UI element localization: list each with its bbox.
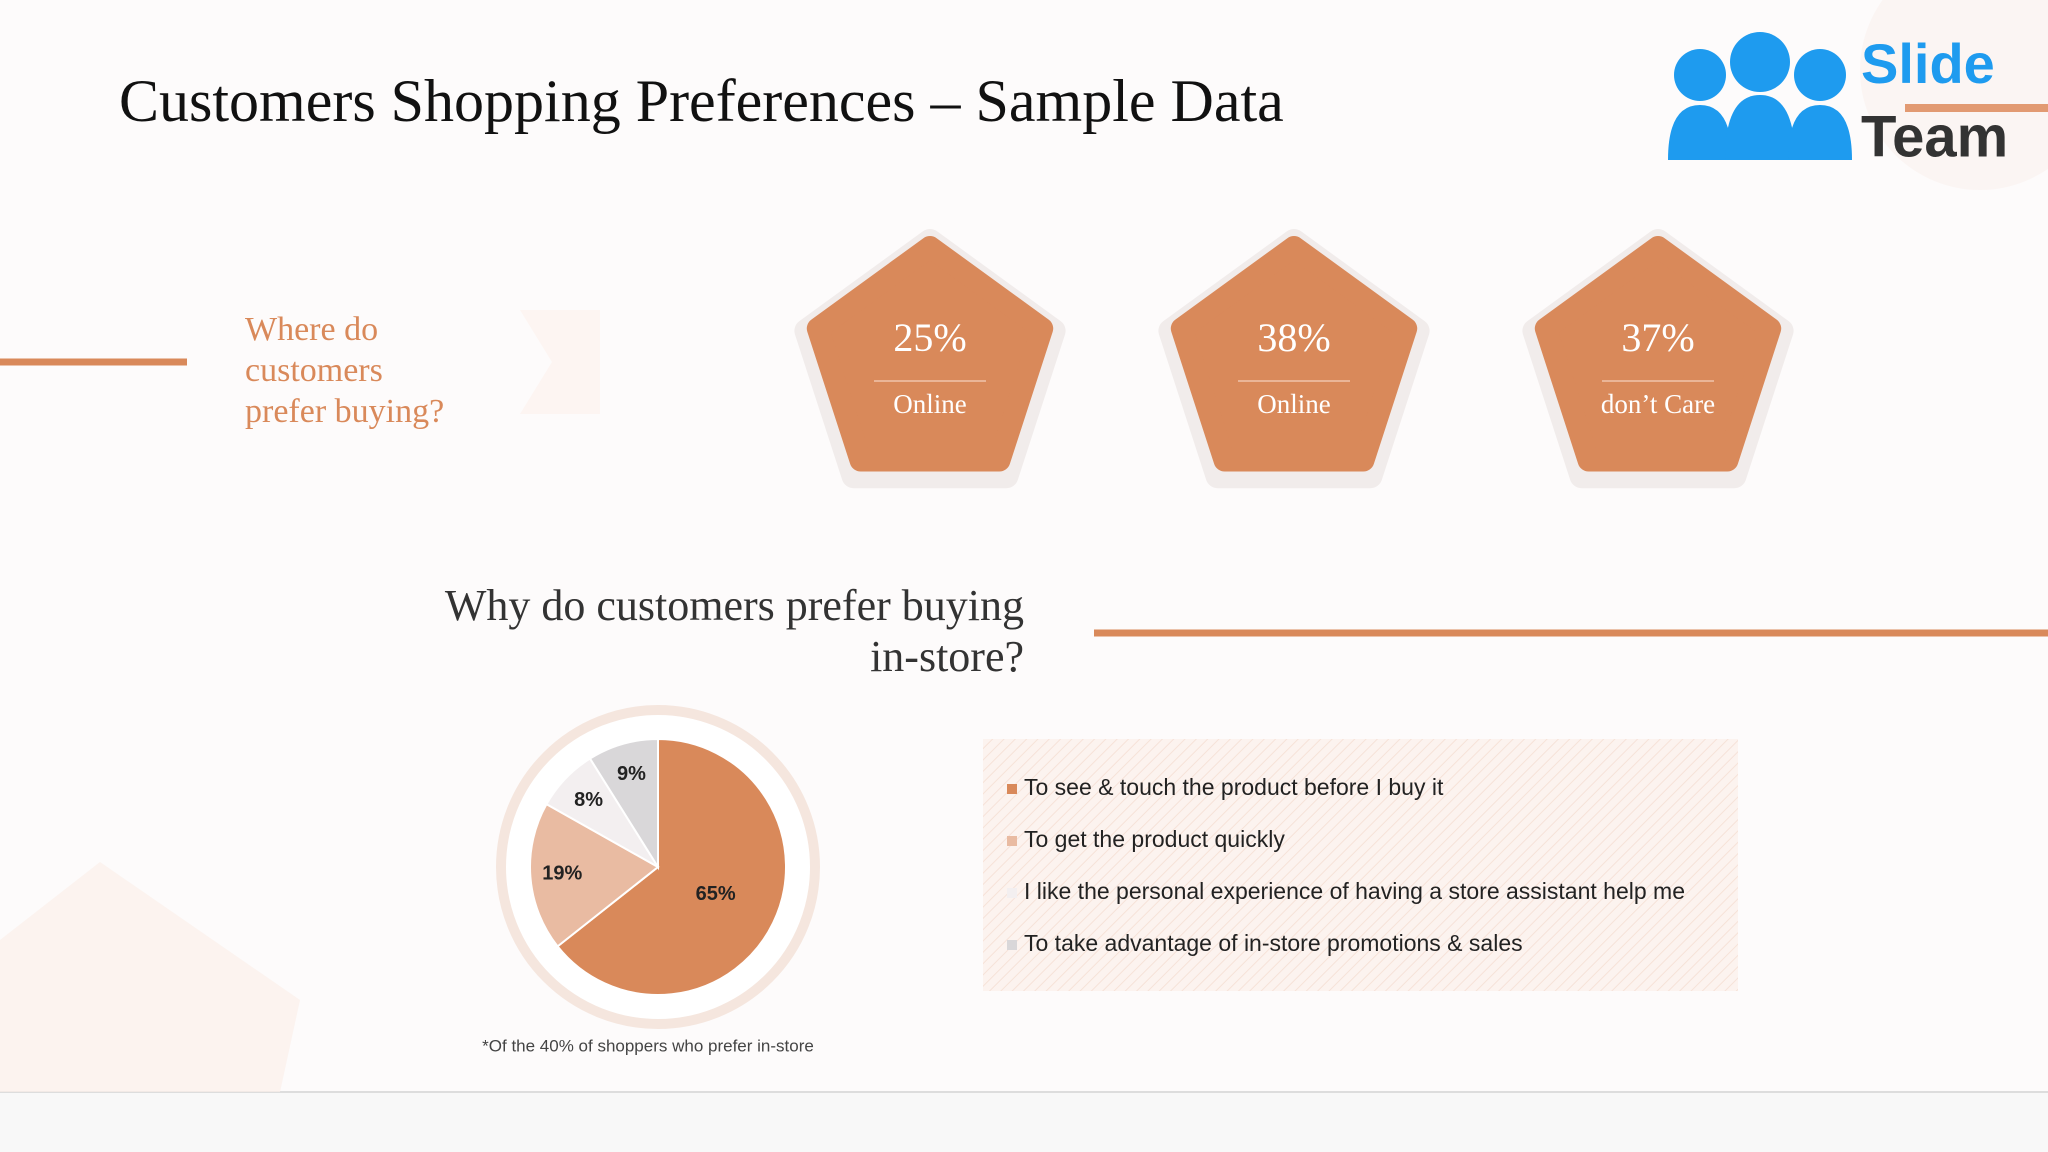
- pie: 65% 19% 8% 9%: [529, 737, 787, 996]
- pie-slice: [556, 737, 787, 996]
- pentagon: [806, 236, 1054, 472]
- logo-backdrop: [1860, 0, 2048, 190]
- legend-label: To get the product quickly: [1024, 826, 1285, 852]
- stat-value: 37%: [1621, 315, 1694, 360]
- legend-swatch: [1007, 888, 1017, 898]
- stat-value: 25%: [893, 315, 966, 360]
- stat-value: 38%: [1257, 315, 1330, 360]
- stat-label: Online: [893, 389, 967, 419]
- pentagon: [1534, 236, 1782, 472]
- logo-text: Team: [1861, 104, 2008, 169]
- pie-slice: [588, 737, 659, 871]
- logo-text: Slide: [1861, 32, 1995, 95]
- pie-label: 19%: [542, 863, 582, 885]
- legend: To see & touch the product before I buy …: [1007, 774, 1685, 956]
- question: Where do customers prefer buying?: [245, 311, 444, 430]
- pie-label: 65%: [696, 883, 736, 905]
- legend-label: To take advantage of in-store promotions…: [1024, 930, 1523, 956]
- section-line: in-store?: [870, 632, 1024, 681]
- footnote: *Of the 40% of shoppers who prefer in-st…: [482, 1036, 814, 1055]
- pentagon: [1170, 236, 1418, 472]
- section-line: Why do customers prefer buying: [445, 581, 1024, 630]
- pie-label: 9%: [617, 763, 646, 785]
- stat-label: Online: [1257, 389, 1331, 419]
- legend-box: [983, 739, 1738, 991]
- legend-swatch: [1007, 784, 1017, 794]
- legend-swatch: [1007, 940, 1017, 950]
- question-line: customers: [245, 352, 383, 389]
- legend-label: I like the personal experience of having…: [1024, 878, 1685, 904]
- title: Customers Shopping Preferences – Sample …: [119, 68, 1284, 134]
- pie-slice: [529, 802, 660, 948]
- logo: Slide Team: [1668, 32, 2048, 169]
- question-line: Where do: [245, 311, 378, 348]
- legend-swatch: [1007, 836, 1017, 846]
- stats: 25% Online 38% Online 37% don’t Care: [794, 229, 1794, 489]
- pie-label: 8%: [574, 789, 603, 811]
- footer-band: [0, 1092, 2048, 1152]
- legend-label: To see & touch the product before I buy …: [1024, 774, 1444, 800]
- decor-arrow: [520, 310, 600, 414]
- stat-label: don’t Care: [1601, 389, 1715, 419]
- question-line: prefer buying?: [245, 393, 444, 430]
- decor-shape: [0, 862, 300, 1092]
